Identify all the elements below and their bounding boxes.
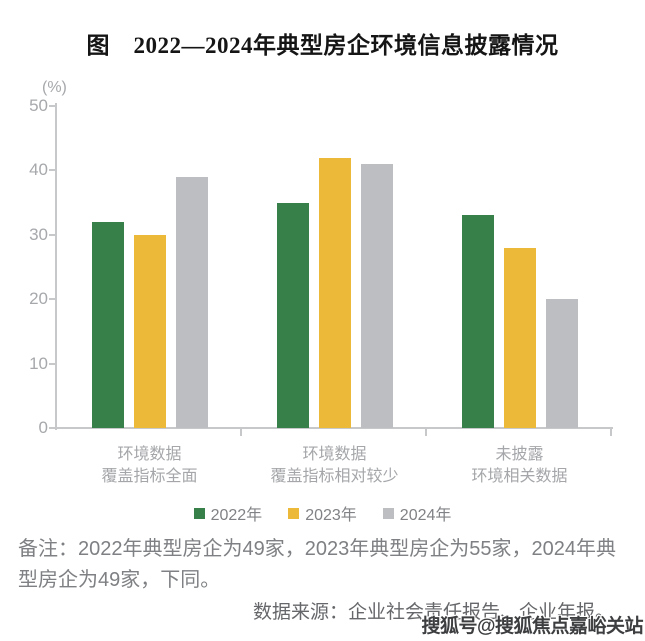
y-axis-tick-mark [49, 233, 55, 236]
category-label: 未披露 环境相关数据 [410, 444, 630, 488]
bar-2024年-category1 [175, 176, 208, 428]
y-axis-unit-label: (%) [42, 79, 67, 96]
legend-item: 2022年 [193, 501, 263, 525]
y-axis-tick-label: 30 [29, 224, 48, 244]
legend-label: 2022年 [210, 507, 263, 524]
y-axis-tick-mark [49, 362, 55, 365]
x-axis-line [55, 427, 613, 429]
footnote: 备注：2022年典型房企为49家，2023年典型房企为55家，2024年典型房企… [18, 538, 616, 591]
legend-item: 2024年 [382, 501, 452, 525]
y-axis-tick-label: 0 [38, 418, 48, 437]
legend-swatch-icon [382, 507, 394, 519]
legend-swatch-icon [193, 507, 205, 519]
category-label-line: 覆盖指标相对较少 [270, 468, 399, 485]
x-axis-tick-mark [240, 429, 242, 436]
category-label: 环境数据覆盖指标全面 [40, 444, 260, 488]
category-label: 环境数据覆盖指标相对较少 [225, 444, 445, 488]
legend-item: 2023年 [288, 501, 357, 525]
bar-2023年-category2 [318, 157, 351, 428]
bar-2022年-category3 [461, 215, 494, 428]
y-axis-tick-label: 20 [29, 289, 48, 309]
x-axis-tick-mark [425, 429, 427, 436]
legend-label: 2024年 [399, 507, 452, 524]
bar-2022年-category1 [91, 221, 124, 428]
y-axis-tick-label: 10 [29, 353, 48, 373]
y-axis-tick-mark [49, 427, 55, 429]
bar-2022年-category2 [276, 202, 309, 428]
category-label-line: 环境相关数据 [471, 468, 568, 485]
y-axis-line [55, 103, 57, 430]
y-axis-tick-mark [49, 105, 55, 107]
category-label-line: 未披露 [495, 446, 544, 463]
y-axis-tick-mark [49, 298, 55, 301]
category-label-line: 环境数据 [302, 446, 367, 463]
y-axis-tick-mark [49, 169, 55, 172]
category-label-line: 覆盖指标全面 [101, 468, 198, 485]
bar-2024年-category2 [360, 163, 393, 428]
bar-2023年-category1 [133, 234, 166, 428]
legend-swatch-icon [288, 507, 300, 519]
bar-2023年-category3 [503, 247, 536, 428]
data-source: 数据来源：企业社会责任报告、企业年报。 [253, 602, 615, 623]
bar-2024年-category3 [545, 299, 578, 428]
legend-label: 2023年 [305, 507, 357, 524]
watermark: 搜狐号@搜狐焦点嘉峪关站 [421, 616, 643, 637]
chart-title: 图 2022—2024年典型房企环境信息披露情况 [86, 33, 559, 58]
category-label-line: 环境数据 [117, 446, 182, 463]
y-axis-tick-label: 50 [29, 96, 48, 115]
x-axis-tick-mark [610, 429, 612, 436]
y-axis-tick-label: 40 [29, 160, 48, 180]
legend: 2022年 2023年 2024年 [0, 501, 645, 525]
